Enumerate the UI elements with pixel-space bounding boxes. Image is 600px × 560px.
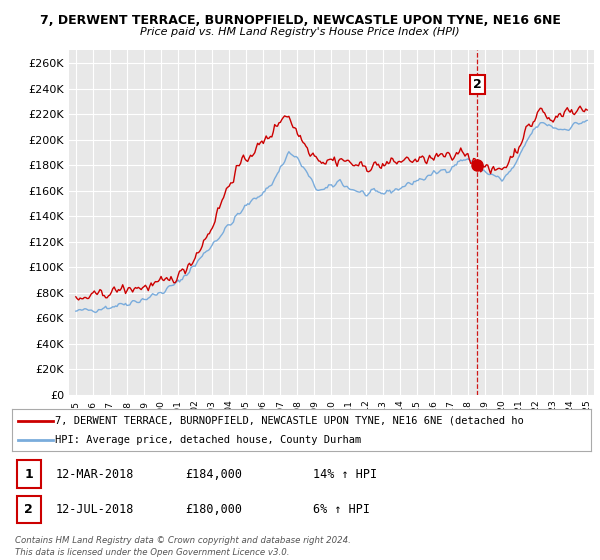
Text: 1: 1 [25,468,33,480]
Text: 7, DERWENT TERRACE, BURNOPFIELD, NEWCASTLE UPON TYNE, NE16 6NE: 7, DERWENT TERRACE, BURNOPFIELD, NEWCAST… [40,14,560,27]
Text: This data is licensed under the Open Government Licence v3.0.: This data is licensed under the Open Gov… [15,548,290,557]
Text: Contains HM Land Registry data © Crown copyright and database right 2024.: Contains HM Land Registry data © Crown c… [15,536,351,545]
Text: 7, DERWENT TERRACE, BURNOPFIELD, NEWCASTLE UPON TYNE, NE16 6NE (detached ho: 7, DERWENT TERRACE, BURNOPFIELD, NEWCAST… [55,416,524,426]
Text: 12-JUL-2018: 12-JUL-2018 [55,503,134,516]
FancyBboxPatch shape [17,460,41,488]
Text: Price paid vs. HM Land Registry's House Price Index (HPI): Price paid vs. HM Land Registry's House … [140,27,460,37]
Text: 6% ↑ HPI: 6% ↑ HPI [313,503,370,516]
Text: 14% ↑ HPI: 14% ↑ HPI [313,468,377,480]
Text: HPI: Average price, detached house, County Durham: HPI: Average price, detached house, Coun… [55,435,362,445]
FancyBboxPatch shape [17,496,41,523]
Text: 12-MAR-2018: 12-MAR-2018 [55,468,134,480]
Text: 2: 2 [473,78,481,91]
Text: 2: 2 [25,503,33,516]
Text: £180,000: £180,000 [186,503,242,516]
Text: £184,000: £184,000 [186,468,242,480]
